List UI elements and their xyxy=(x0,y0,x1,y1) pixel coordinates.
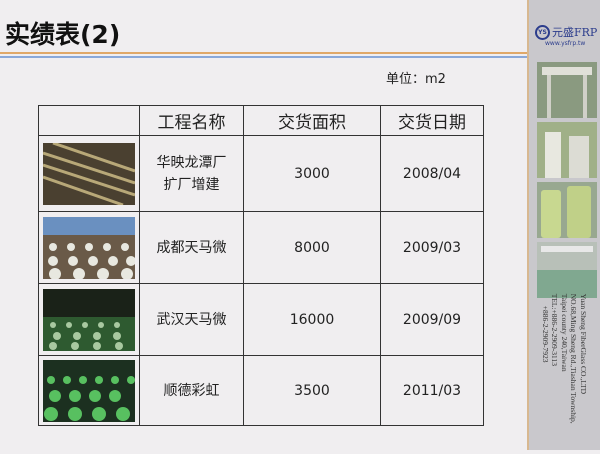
project-photo xyxy=(43,142,135,205)
company-address: Yuan Sheng FiberGlass CO.,LTD NO.68,Ming… xyxy=(540,294,588,454)
photo-cell xyxy=(38,355,140,426)
header-name: 工程名称 xyxy=(139,105,244,136)
area-cell: 8000 xyxy=(243,211,381,284)
company-logo: YS 元盛FRP xyxy=(535,24,597,40)
table-header: 工程名称 交货面积 交货日期 xyxy=(38,105,484,136)
photo-cell xyxy=(38,211,140,284)
page-title: 实绩表(2) xyxy=(5,20,121,49)
address-line: Taipei county 240,Taiwan xyxy=(559,293,569,372)
factory-photo-3 xyxy=(537,182,597,238)
area-cell: 3000 xyxy=(243,135,381,212)
project-photo xyxy=(43,216,135,279)
date-cell: 2009/03 xyxy=(380,211,484,284)
table-row: 顺德彩虹 3500 2011/03 xyxy=(38,355,484,426)
project-name: 华映龙潭厂 xyxy=(156,154,227,171)
address-line: Yuan Sheng FiberGlass CO.,LTD xyxy=(578,293,588,395)
table-row: 武汉天马微 16000 2009/09 xyxy=(38,283,484,356)
logo-url: www.ysfrp.tw xyxy=(545,40,586,47)
unit-label: 单位：m2 xyxy=(386,72,446,87)
factory-photo-2 xyxy=(537,122,597,178)
address-line: +886-2-2909-7923 xyxy=(540,305,550,363)
photo-cell xyxy=(38,135,140,212)
factory-photo-1 xyxy=(537,62,597,118)
project-name: 顺德彩虹 xyxy=(163,382,220,399)
logo-name: 元盛FRP xyxy=(552,26,598,39)
area-cell: 3500 xyxy=(243,355,381,426)
table-row: 成都天马微 8000 2009/03 xyxy=(38,211,484,284)
address-line: TEL:+886-2-2909-3113 xyxy=(550,293,560,367)
sidebar: YS 元盛FRP www.ysfrp.tw Yuan Sheng FiberGl… xyxy=(527,0,600,450)
photo-cell xyxy=(38,283,140,356)
area-cell: 16000 xyxy=(243,283,381,356)
performance-table: 工程名称 交货面积 交货日期 华映龙潭厂扩厂增建 3000 2008/04 成都… xyxy=(38,105,484,426)
project-name: 武汉天马微 xyxy=(156,311,227,328)
header-area: 交货面积 xyxy=(243,105,381,136)
date-cell: 2011/03 xyxy=(380,355,484,426)
header-photo xyxy=(38,105,140,136)
project-photo xyxy=(43,359,135,422)
ys-logo-icon: YS xyxy=(535,24,550,40)
divider-orange xyxy=(0,52,527,54)
project-name: 成都天马微 xyxy=(156,239,227,256)
date-cell: 2008/04 xyxy=(380,135,484,212)
divider-blue xyxy=(0,56,527,58)
project-photo xyxy=(43,288,135,351)
project-name-line2: 扩厂增建 xyxy=(163,176,220,193)
date-cell: 2009/09 xyxy=(380,283,484,356)
header-date: 交货日期 xyxy=(380,105,484,136)
factory-photo-4 xyxy=(537,242,597,298)
table-row: 华映龙潭厂扩厂增建 3000 2008/04 xyxy=(38,135,484,212)
address-line: NO.68,Ming Sheng Rd.,Tiashan Township, xyxy=(569,293,579,424)
